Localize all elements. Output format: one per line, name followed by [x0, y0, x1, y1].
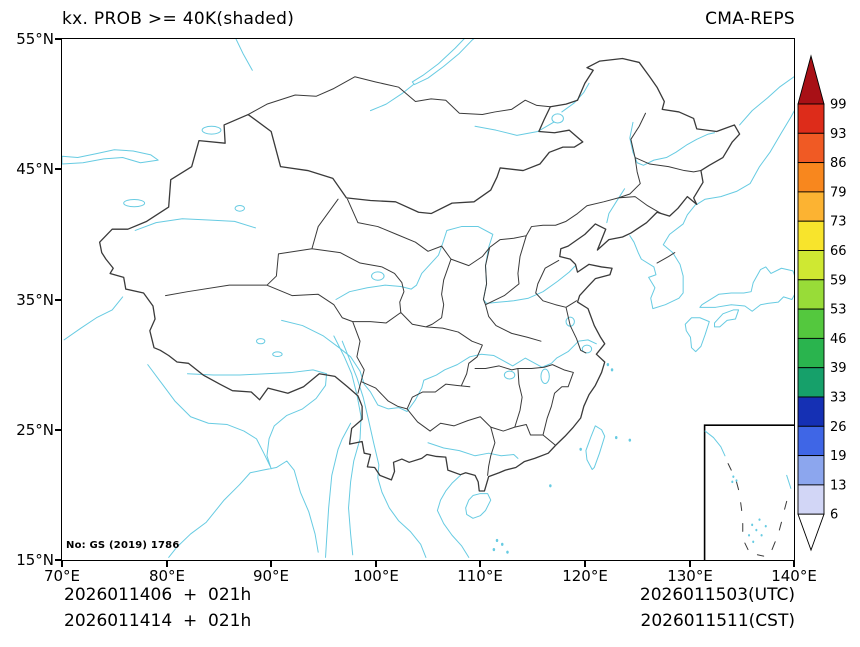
colorbar-label: 46 — [830, 332, 847, 347]
x-axis-label: 80°E — [148, 567, 186, 585]
qinghai-lake — [372, 272, 385, 280]
lake-tai — [582, 345, 591, 353]
shikoku-island — [715, 310, 739, 327]
lake-balkhash — [62, 150, 158, 164]
lake-issyk-kul — [124, 199, 145, 206]
colorbar-segment — [797, 484, 825, 515]
colorbar: 99 93 86 79 73 66 59 53 46 39 33 26 19 1… — [797, 54, 847, 552]
valid-time-cst: 2026011511(CST) — [640, 611, 795, 631]
x-tick — [584, 561, 586, 567]
inset-frame — [705, 425, 794, 560]
taiwan-island — [586, 426, 605, 470]
colorbar-label: 13 — [830, 478, 847, 493]
colorbar-label: 66 — [830, 244, 847, 259]
south-china-sea-inset — [705, 425, 794, 560]
colorbar-label: 53 — [830, 303, 847, 318]
map-license-note: No: GS (2019) 1786 — [66, 540, 180, 551]
x-axis-label: 110°E — [457, 567, 503, 585]
province-borders — [166, 113, 701, 475]
borders-layer — [100, 59, 740, 491]
colorbar-over-arrow — [797, 54, 825, 105]
colorbar-label: 93 — [830, 127, 847, 142]
colorbar-segment — [797, 279, 825, 310]
foreign-borders — [248, 77, 675, 263]
china-national-border — [100, 59, 740, 491]
y-tick — [55, 299, 61, 301]
colorbar-label: 33 — [830, 391, 847, 406]
x-axis-label: 100°E — [353, 567, 399, 585]
colorbar-segment — [797, 191, 825, 222]
colorbar-label: 86 — [830, 156, 847, 171]
colorbar-label: 99 — [830, 98, 847, 113]
colorbar-segment — [797, 162, 825, 193]
small-island-dots — [492, 363, 632, 554]
colorbar-label: 6 — [830, 508, 838, 523]
china-map — [62, 39, 794, 560]
inset-island-dots — [731, 475, 767, 544]
colorbar-label: 19 — [830, 449, 847, 464]
lake-zaysan — [202, 126, 221, 134]
valid-time-utc: 2026011503(UTC) — [639, 585, 795, 605]
lake-hulun — [552, 114, 564, 123]
x-tick — [270, 561, 272, 567]
y-axis-label: 35°N — [16, 291, 54, 309]
hainan-island — [466, 494, 491, 519]
lake-namtso — [273, 352, 282, 357]
colorbar-segment — [797, 337, 825, 369]
colorbar-label: 39 — [830, 361, 847, 376]
x-tick — [61, 561, 63, 567]
y-axis-label: 25°N — [16, 421, 54, 439]
colorbar-segment — [797, 308, 825, 339]
colorbar-label: 73 — [830, 215, 847, 230]
colorbar-label: 26 — [830, 420, 847, 435]
lake-baikal — [412, 39, 478, 85]
y-axis-label: 45°N — [16, 160, 54, 178]
chart-title: kx. PROB >= 40K(shaded) — [62, 9, 295, 29]
x-axis-label: 120°E — [562, 567, 608, 585]
y-tick — [55, 38, 61, 40]
lake-bosten — [235, 205, 244, 211]
x-axis-label: 140°E — [771, 567, 817, 585]
colorbar-label: 79 — [830, 185, 847, 200]
y-tick — [55, 559, 61, 561]
x-tick — [689, 561, 691, 567]
lake-poyang — [541, 369, 549, 383]
model-name-label: CMA-REPS — [705, 9, 795, 29]
colorbar-segment — [797, 250, 825, 281]
y-axis-label: 15°N — [16, 551, 54, 569]
lake-dongting — [504, 371, 514, 379]
colorbar-segment — [797, 367, 825, 398]
x-tick — [166, 561, 168, 567]
map-plot-area — [61, 38, 795, 561]
colorbar-segment — [797, 132, 825, 164]
x-tick — [479, 561, 481, 567]
init-time-cst: 2026011414 + 021h — [64, 611, 252, 631]
inset-coastline — [705, 431, 791, 488]
y-tick — [55, 429, 61, 431]
colorbar-segment — [797, 455, 825, 486]
colorbar-segment — [797, 220, 825, 251]
honshu-island — [700, 267, 794, 311]
y-axis-label: 55°N — [16, 30, 54, 48]
colorbar-segment — [797, 103, 825, 134]
x-axis-label: 90°E — [252, 567, 290, 585]
lake-siling — [257, 339, 265, 344]
kyushu-island — [685, 318, 709, 352]
x-axis-label: 70°E — [43, 567, 81, 585]
x-tick — [375, 561, 377, 567]
x-tick — [793, 561, 795, 567]
colorbar-under-arrow — [797, 513, 825, 552]
y-tick — [55, 168, 61, 170]
colorbar-label: 59 — [830, 273, 847, 288]
init-time-utc: 2026011406 + 021h — [64, 585, 252, 605]
rivers — [64, 39, 794, 557]
x-axis-label: 130°E — [667, 567, 713, 585]
colorbar-segment — [797, 396, 825, 427]
colorbar-segment — [797, 425, 825, 457]
inset-dash-line — [728, 464, 787, 556]
water-layer — [62, 39, 794, 557]
